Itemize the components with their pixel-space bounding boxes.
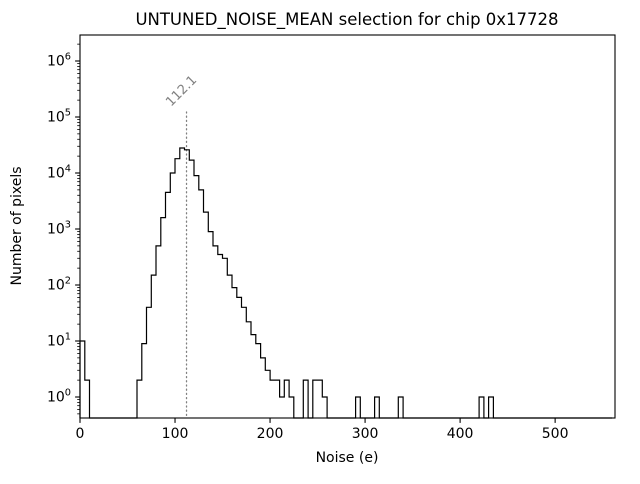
y-tick-label: 102 bbox=[47, 276, 71, 294]
y-tick-label: 106 bbox=[47, 52, 71, 70]
y-tick-label: 100 bbox=[47, 388, 71, 406]
x-tick-label: 300 bbox=[352, 426, 379, 442]
y-axis-ticks: 100 101 102 103 104 105 106 bbox=[47, 43, 80, 415]
x-tick-label: 400 bbox=[447, 426, 474, 442]
x-tick-label: 500 bbox=[542, 426, 569, 442]
y-tick-label: 103 bbox=[47, 220, 71, 238]
x-tick-label: 0 bbox=[76, 426, 85, 442]
y-tick-label: 105 bbox=[47, 108, 71, 126]
x-tick-label: 100 bbox=[162, 426, 189, 442]
y-tick-label: 101 bbox=[47, 332, 71, 350]
x-axis-label: Noise (e) bbox=[316, 450, 379, 466]
x-tick-label: 200 bbox=[257, 426, 284, 442]
y-tick-label: 104 bbox=[47, 164, 71, 182]
x-axis-ticks: 0 100 200 300 400 500 bbox=[76, 418, 569, 442]
y-axis-label: Number of pixels bbox=[9, 166, 25, 285]
chart-title: UNTUNED_NOISE_MEAN selection for chip 0x… bbox=[135, 10, 558, 30]
plot-area bbox=[79, 34, 616, 419]
histogram-line bbox=[79, 147, 613, 419]
